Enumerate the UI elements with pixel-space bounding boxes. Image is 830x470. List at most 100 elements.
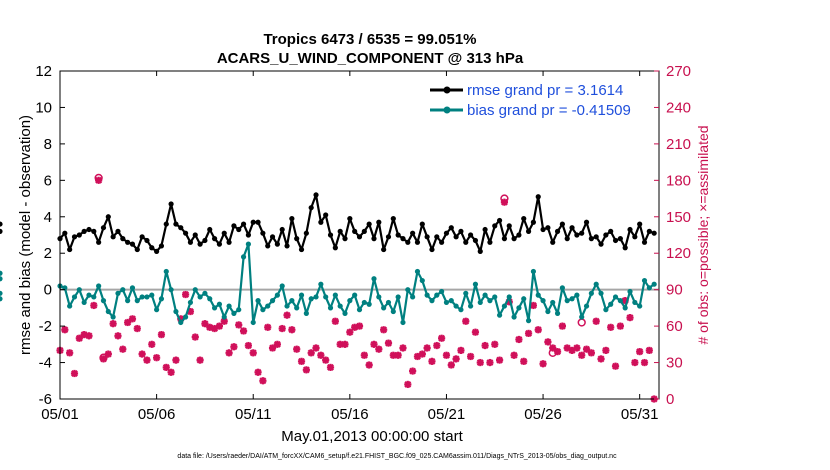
obs-assimilated-stroke xyxy=(307,349,315,357)
rmse-point xyxy=(506,223,512,229)
y-right-tick-label: 180 xyxy=(666,172,691,189)
bias-point xyxy=(603,307,609,313)
rmse-series-line xyxy=(59,193,655,253)
obs-assimilated-stroke xyxy=(138,350,146,358)
bias-point xyxy=(76,287,82,293)
rmse-point xyxy=(236,226,242,233)
rmse-point xyxy=(337,228,343,234)
bias-point xyxy=(632,299,638,306)
rmse-point xyxy=(62,230,68,236)
rmse-point xyxy=(434,234,440,240)
bias-point xyxy=(100,298,107,304)
bias-point xyxy=(323,294,329,300)
obs-possible-marker xyxy=(548,348,557,357)
chart-title-line2: ACARS_U_WIND_COMPONENT @ 313 hPa xyxy=(217,50,524,67)
obs-assimilated-stroke xyxy=(133,325,141,333)
obs-assimilated-stroke xyxy=(486,359,494,367)
obs-assimilated-stroke xyxy=(196,356,204,364)
obs-assimilated-stroke xyxy=(288,326,296,334)
obs-assimilated-stroke xyxy=(433,342,441,350)
obs-assimilated-stroke xyxy=(452,355,460,363)
bias-point xyxy=(149,292,155,298)
rmse-point xyxy=(149,245,155,251)
obs-assimilated-stroke xyxy=(167,368,175,376)
rmse-point xyxy=(603,232,609,238)
rmse-point xyxy=(356,234,363,240)
rmse-point xyxy=(361,228,367,234)
bias-point xyxy=(62,285,68,291)
rmse-point xyxy=(516,232,522,238)
bias-point xyxy=(226,303,232,309)
obs-assimilated-marker xyxy=(529,301,538,310)
rmse-point xyxy=(86,226,92,233)
obs-assimilated-marker xyxy=(317,351,325,359)
bias-point xyxy=(154,307,160,313)
rmse-point xyxy=(144,237,150,244)
rmse-point xyxy=(327,232,334,238)
obs-assimilated-stroke xyxy=(447,361,455,369)
bias-point xyxy=(81,299,87,306)
obs-assimilated-marker xyxy=(578,351,586,359)
rmse-point xyxy=(525,228,532,234)
bias-point xyxy=(434,292,440,298)
bias-point xyxy=(168,287,174,293)
obs-assimilated-marker xyxy=(128,315,137,323)
rmse-point xyxy=(197,241,203,247)
obs-assimilated-stroke xyxy=(240,327,248,335)
bias-point xyxy=(371,276,377,282)
bias-point xyxy=(303,310,309,316)
chart-title-line1: Tropics 6473 / 6535 = 99.051% xyxy=(263,31,476,48)
obs-assimilated-stroke xyxy=(172,356,180,364)
obs-assimilated-marker xyxy=(467,352,475,361)
obs-assimilated-marker xyxy=(133,324,141,333)
obs-assimilated-stroke xyxy=(235,321,243,329)
y-right-tick-label: 270 xyxy=(666,63,691,80)
y-axis-left: -6 -4 -2 0 2 4 6 8 10 12 xyxy=(35,63,65,408)
obs-assimilated-stroke xyxy=(607,323,615,331)
rmse-point xyxy=(313,192,319,198)
bias-point xyxy=(424,292,430,298)
rmse-point xyxy=(134,246,140,253)
bias-point xyxy=(192,287,198,293)
rmse-point xyxy=(405,239,411,245)
obs-assimilated-marker xyxy=(220,317,228,325)
obs-assimilated-marker xyxy=(162,363,170,372)
bias-point xyxy=(564,298,570,304)
obs-assimilated-marker xyxy=(462,317,470,325)
rmse-point xyxy=(76,232,82,238)
bias-point xyxy=(347,298,353,304)
rmse-point xyxy=(579,230,585,236)
obs-assimilated-stroke xyxy=(418,350,426,358)
bias-point xyxy=(472,281,479,287)
obs-assimilated-stroke xyxy=(201,320,209,328)
rmse-point xyxy=(125,239,131,245)
obs-assimilated-marker xyxy=(438,334,446,342)
rmse-point xyxy=(419,221,425,227)
obs-assimilated-stroke xyxy=(438,334,446,342)
obs-assimilated-stroke xyxy=(293,345,301,353)
bias-point xyxy=(583,303,590,309)
obs-assimilated-marker xyxy=(597,355,605,363)
bias-point xyxy=(429,298,435,304)
y-tick-label: 0 xyxy=(44,282,52,299)
bias-point xyxy=(96,283,102,289)
rmse-point xyxy=(550,239,556,245)
bias-point xyxy=(608,301,614,307)
x-axis-label: May.01,2013 00:00:00 start xyxy=(281,428,463,445)
obs-assimilated-marker xyxy=(520,357,528,365)
bias-point xyxy=(598,290,604,296)
obs-assimilated-group xyxy=(56,176,658,403)
rmse-point xyxy=(332,245,338,251)
obs-assimilated-stroke xyxy=(602,346,610,354)
rmse-point xyxy=(540,226,546,233)
obs-assimilated-marker xyxy=(394,351,402,359)
rmse-point xyxy=(511,236,517,242)
obs-assimilated-stroke xyxy=(457,346,465,354)
rmse-point xyxy=(255,219,261,225)
bias-point xyxy=(134,298,140,304)
bias-point xyxy=(129,285,136,291)
rmse-point xyxy=(207,226,213,233)
rmse-point xyxy=(71,234,78,240)
rmse-point xyxy=(105,214,111,220)
